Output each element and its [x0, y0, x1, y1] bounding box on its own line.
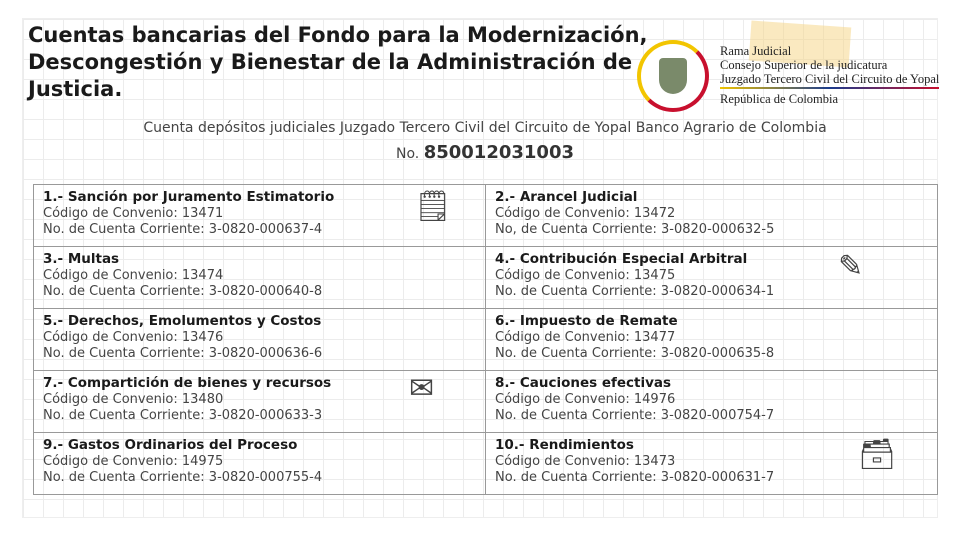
account-cell: 8.- Cauciones efectivas Código de Conven…	[485, 370, 938, 433]
subtitle: Cuenta depósitos judiciales Juzgado Terc…	[143, 120, 827, 136]
organization-block: Rama Judicial Consejo Superior de la jud…	[720, 44, 940, 106]
account-name: 4.- Contribución Especial Arbitral	[495, 251, 748, 267]
agreement-code: Código de Convenio: 13474	[43, 267, 224, 283]
agreement-code: Código de Convenio: 13477	[495, 329, 676, 345]
agreement-code: Código de Convenio: 13475	[495, 267, 676, 283]
account-cell: 6.- Impuesto de Remate Código de Conveni…	[485, 308, 938, 371]
account-name: 8.- Cauciones efectivas	[495, 375, 672, 391]
checking-account: No. de Cuenta Corriente: 3-0820-000634-1	[495, 284, 775, 299]
account-cell: 4.- Contribución Especial Arbitral Códig…	[485, 246, 938, 309]
account-prefix: No.	[396, 146, 420, 162]
account-name: 9.- Gastos Ordinarios del Proceso	[43, 437, 298, 453]
account-name: 2.- Arancel Judicial	[495, 189, 638, 205]
table-row: 7.- Compartición de bienes y recursos Có…	[33, 370, 938, 433]
account-cell: 9.- Gastos Ordinarios del Proceso Código…	[33, 432, 486, 495]
account-cell: 1.- Sanción por Juramento Estimatorio Có…	[33, 184, 486, 247]
account-name: 10.- Rendimientos	[495, 437, 634, 453]
table-row: 5.- Derechos, Emolumentos y Costos Códig…	[33, 308, 938, 371]
accounts-table: 1.- Sanción por Juramento Estimatorio Có…	[33, 184, 938, 495]
checking-account: No. de Cuenta Corriente: 3-0820-000631-7	[495, 470, 775, 485]
agreement-code: Código de Convenio: 14975	[43, 453, 224, 469]
agreement-code: Código de Convenio: 13476	[43, 329, 224, 345]
account-cell: 7.- Compartición de bienes y recursos Có…	[33, 370, 486, 433]
table-row: 1.- Sanción por Juramento Estimatorio Có…	[33, 184, 938, 247]
inbox-tray-icon: 🗃	[858, 437, 897, 472]
account-name: 7.- Compartición de bienes y recursos	[43, 375, 332, 391]
account-name: 6.- Impuesto de Remate	[495, 313, 678, 329]
checking-account: No. de Cuenta Corriente: 3-0820-000633-3	[43, 408, 323, 423]
checking-account: No. de Cuenta Corriente: 3-0820-000754-7	[495, 408, 775, 423]
pen-icon: ✎	[838, 249, 864, 284]
agreement-code: Código de Convenio: 13480	[43, 391, 224, 407]
org-line: Juzgado Tercero Civil del Circuito de Yo…	[720, 72, 940, 89]
account-name: 5.- Derechos, Emolumentos y Costos	[43, 313, 322, 329]
org-line: República de Colombia	[720, 92, 839, 106]
checking-account: No. de Cuenta Corriente: 3-0820-000637-4	[43, 222, 323, 237]
account-number: 850012031003	[423, 142, 574, 163]
org-line: Rama Judicial	[720, 44, 792, 58]
page-title: Cuentas bancarias del Fondo para la Mode…	[28, 23, 648, 101]
agreement-code: Código de Convenio: 13473	[495, 453, 676, 469]
checking-account: No. de Cuenta Corriente: 3-0820-000635-8	[495, 346, 775, 361]
table-row: 9.- Gastos Ordinarios del Proceso Código…	[33, 432, 938, 495]
account-number-line: No. 850012031003	[0, 142, 960, 163]
table-row: 3.- Multas Código de Convenio: 13474 No.…	[33, 246, 938, 309]
account-cell: 2.- Arancel Judicial Código de Convenio:…	[485, 184, 938, 247]
org-line: Consejo Superior de la judicatura	[720, 58, 888, 72]
coat-of-arms-logo	[637, 40, 709, 112]
checking-account: No. de Cuenta Corriente: 3-0820-000640-8	[43, 284, 323, 299]
account-name: 1.- Sanción por Juramento Estimatorio	[43, 189, 335, 205]
account-name: 3.- Multas	[43, 251, 120, 267]
agreement-code: Código de Convenio: 14976	[495, 391, 676, 407]
envelope-icon: ✉	[409, 371, 435, 406]
checking-account: No. de Cuenta Corriente: 3-0820-000636-6	[43, 346, 323, 361]
agreement-code: Código de Convenio: 13472	[495, 205, 676, 221]
sticky-note-icon: 🗒	[414, 189, 453, 224]
checking-account: No. de Cuenta Corriente: 3-0820-000755-4	[43, 470, 323, 485]
account-cell: 5.- Derechos, Emolumentos y Costos Códig…	[33, 308, 486, 371]
agreement-code: Código de Convenio: 13471	[43, 205, 224, 221]
account-cell: 3.- Multas Código de Convenio: 13474 No.…	[33, 246, 486, 309]
account-cell: 10.- Rendimientos Código de Convenio: 13…	[485, 432, 938, 495]
checking-account: No, de Cuenta Corriente: 3-0820-000632-5	[495, 222, 775, 237]
